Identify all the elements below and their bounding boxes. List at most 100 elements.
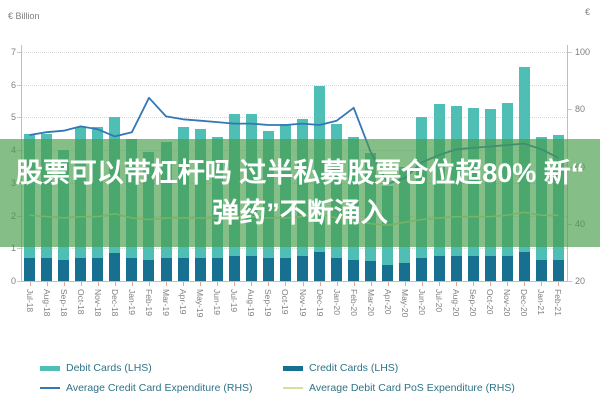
x-axis-month-label: Jan-19: [126, 289, 137, 315]
x-axis-month-label: Apr-19: [178, 289, 189, 315]
x-axis-month-label: Sep-19: [263, 289, 274, 317]
x-axis-month-label: Oct-19: [280, 289, 291, 315]
x-axis-month-label: May-19: [195, 289, 206, 318]
credit-cards-bar: [92, 258, 104, 281]
left-axis-tick: [17, 248, 21, 250]
right-axis-tick: [568, 52, 572, 53]
legend-item-debit-cards: Debit Cards (LHS): [40, 362, 152, 374]
x-axis-month-label: Jul-20: [434, 289, 445, 313]
credit-cards-bar: [262, 258, 274, 281]
credit-cards-bar: [314, 251, 326, 281]
credit-cards-bar: [126, 258, 138, 281]
credit-cards-bar: [297, 256, 309, 281]
left-axis-title: € Billion: [8, 11, 40, 21]
chart-legend: Debit Cards (LHS) Credit Cards (LHS) Ave…: [0, 352, 600, 398]
credit-cards-bar: [109, 253, 121, 281]
x-axis-month-label: Aug-18: [41, 289, 52, 317]
credit-cards-bar: [484, 256, 496, 281]
x-axis-tick: [473, 282, 475, 286]
x-axis-tick: [217, 282, 219, 286]
x-axis-month-label: Sep-18: [58, 289, 69, 317]
credit-cards-bar: [228, 256, 240, 281]
x-axis-tick: [558, 282, 560, 286]
credit-cards-swatch: [283, 365, 303, 371]
credit-cards-bar: [518, 251, 530, 281]
credit-cards-bar: [177, 258, 189, 281]
x-axis-tick: [114, 282, 116, 286]
x-axis-month-label: Sep-20: [468, 289, 479, 317]
x-axis-tick: [507, 282, 509, 286]
headline-line-1: 股票可以带杠杆吗 过半私募股票仓位超80% 新“: [15, 158, 585, 188]
x-axis-month-label: Nov-18: [92, 289, 103, 317]
credit-cards-bar: [245, 256, 257, 281]
left-axis-tick: [17, 281, 21, 282]
legend-item-avg-debit-pos-expenditure: Average Debit Card PoS Expenditure (RHS): [283, 382, 515, 394]
right-axis-tick-label: 20: [575, 276, 586, 286]
x-axis-tick: [46, 282, 48, 286]
x-axis-month-label: Jan-21: [536, 289, 547, 315]
gridline: [21, 248, 567, 250]
credit-cards-bar: [331, 258, 343, 281]
x-axis-tick: [302, 282, 304, 286]
legend-item-credit-cards: Credit Cards (LHS): [283, 362, 398, 374]
x-axis-tick: [439, 282, 441, 286]
left-axis-tick: [17, 117, 21, 119]
legend-item-avg-credit-expenditure: Average Credit Card Expenditure (RHS): [40, 382, 253, 394]
x-axis-month-label: Aug-20: [451, 289, 462, 317]
credit-cards-bar: [467, 256, 479, 281]
credit-cards-bar: [552, 259, 564, 281]
credit-cards-bar: [450, 256, 462, 281]
right-axis-tick-label: 100: [575, 47, 591, 57]
x-axis-tick: [456, 282, 458, 286]
x-axis-month-label: Oct-20: [485, 289, 496, 315]
x-axis-tick: [353, 282, 355, 286]
credit-cards-bar: [24, 258, 36, 281]
gridline: [21, 84, 567, 86]
x-axis-tick: [166, 282, 168, 286]
headline-line-2: 弹药”不断涌入: [212, 198, 388, 228]
left-axis-tick-label: 7: [10, 47, 16, 57]
x-axis-month-label: Nov-19: [297, 289, 308, 317]
x-axis-month-label: May-20: [399, 289, 410, 318]
credit-cards-bar: [399, 263, 411, 281]
credit-cards-bar: [382, 264, 394, 281]
x-axis-tick: [29, 282, 31, 286]
x-axis-tick: [148, 282, 150, 286]
x-axis-tick: [234, 282, 236, 286]
credit-cards-bar: [194, 258, 206, 281]
left-axis-tick-label: 5: [10, 112, 16, 123]
x-axis-month-label: Jun-19: [212, 289, 223, 315]
x-axis-tick: [251, 282, 253, 286]
left-axis-tick-label: 1: [10, 243, 16, 254]
x-axis-month-label: Apr-20: [382, 289, 393, 315]
credit-cards-bar: [143, 259, 155, 281]
x-axis-tick: [404, 282, 406, 286]
x-axis-month-label: Dec-20: [519, 289, 530, 317]
credit-cards-bar: [433, 256, 445, 281]
x-axis-month-label: Nov-20: [502, 289, 513, 317]
x-axis-month-label: Aug-19: [246, 289, 257, 317]
x-axis-month-label: Feb-19: [143, 289, 154, 316]
x-axis-month-label: Oct-18: [75, 289, 86, 315]
x-axis-tick: [336, 282, 338, 286]
x-axis-month-label: Jan-20: [331, 289, 342, 315]
left-axis-tick-label: 6: [10, 79, 16, 90]
avg-debit-pos-expenditure-swatch: [283, 387, 303, 389]
x-axis-month-label: Jul-19: [229, 289, 240, 313]
x-axis-tick: [319, 282, 321, 286]
x-axis-month-label: Mar-19: [161, 289, 172, 316]
x-axis-tick: [63, 282, 65, 286]
x-axis-month-label: Feb-20: [348, 289, 359, 316]
gridline: [21, 52, 567, 53]
credit-cards-bar: [41, 258, 53, 281]
left-axis-tick-label: 0: [10, 276, 16, 286]
credit-cards-bar: [211, 258, 223, 281]
x-axis-month-label: Feb-21: [553, 289, 564, 316]
credit-cards-bar: [279, 258, 291, 281]
credit-cards-bar: [75, 258, 87, 281]
credit-cards-bar: [365, 261, 377, 281]
right-axis-tick: [568, 109, 572, 111]
x-axis-tick: [131, 282, 133, 286]
x-axis-tick: [387, 282, 389, 286]
